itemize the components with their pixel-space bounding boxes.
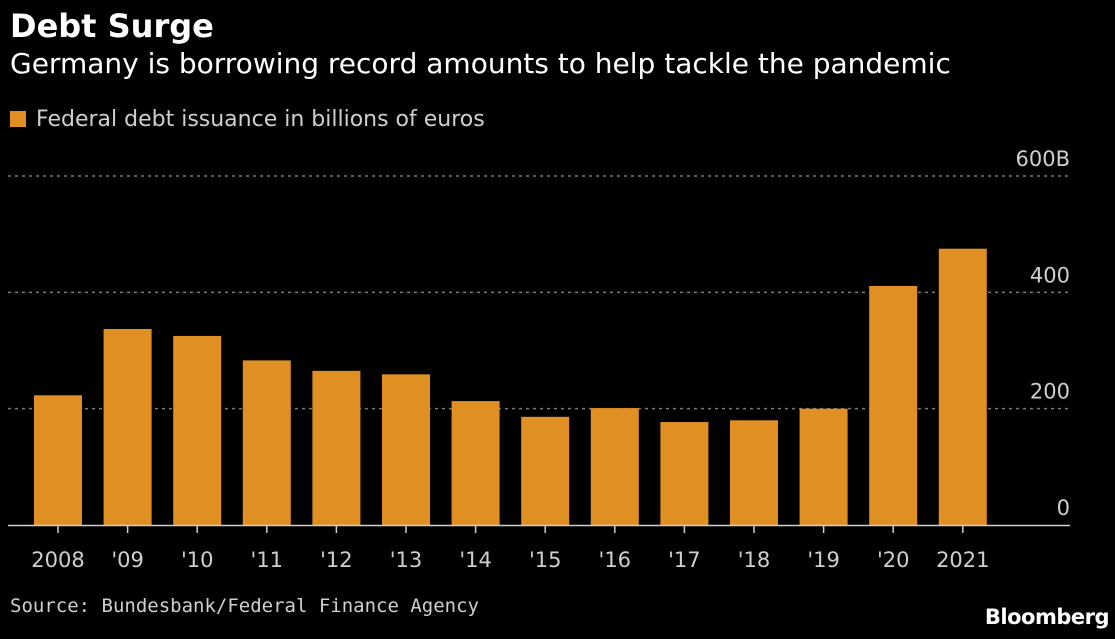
x-tick-label: '20 [877,548,910,572]
legend-label: Federal debt issuance in billions of eur… [36,106,485,132]
bar [173,335,222,525]
source-note: Source: Bundesbank/Federal Finance Agenc… [10,595,479,617]
square-swatch-icon [10,111,26,127]
y-tick-label: 200 [1030,380,1070,404]
bar [660,422,709,525]
bar [938,248,987,526]
bloomberg-logo: Bloomberg [984,605,1110,629]
bar [730,420,778,525]
x-tick-label: '16 [599,548,632,572]
bar [521,416,570,525]
bar [312,370,361,525]
bar [34,395,82,525]
bar [451,401,500,525]
bar [242,360,291,525]
x-tick-label: '11 [251,548,284,572]
y-tick-label: 400 [1030,263,1070,287]
x-tick-label: '18 [738,548,771,572]
chart-title: Debt Surge [10,7,214,45]
x-tick-label: '13 [390,548,423,572]
x-tick-label: '19 [807,548,840,572]
x-tick-label: '09 [111,548,144,572]
legend: Federal debt issuance in billions of eur… [10,103,485,135]
x-tick-label: '10 [181,548,214,572]
chart-subtitle: Germany is borrowing record amounts to h… [10,47,951,80]
bar [590,408,639,525]
y-tick-label: 0 [1057,496,1070,520]
x-tick-label: 2021 [936,548,989,572]
bar [382,374,430,525]
x-tick-label: '15 [529,548,562,572]
x-tick-label: '14 [459,548,492,572]
y-tick-label: 600B [1016,147,1071,171]
bar [869,285,918,525]
x-tick-label: 2008 [31,548,84,572]
x-tick-label: '17 [668,548,701,572]
x-tick-label: '12 [320,548,353,572]
bar [799,408,848,525]
bar [103,328,152,525]
